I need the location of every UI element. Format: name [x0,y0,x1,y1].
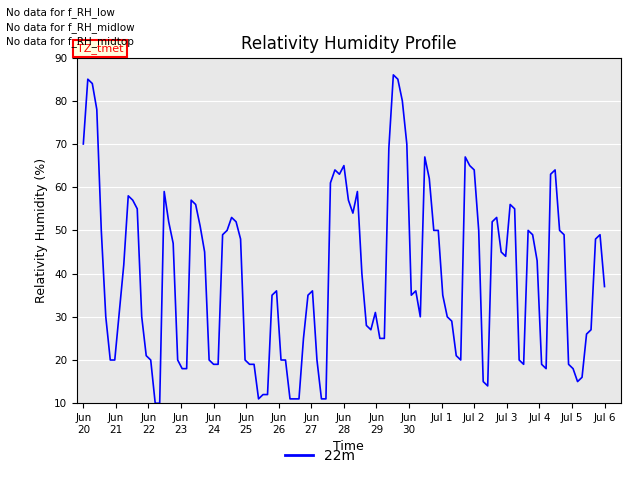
Legend: 22m: 22m [280,443,360,468]
Text: No data for f_RH_low: No data for f_RH_low [6,7,115,18]
Y-axis label: Relativity Humidity (%): Relativity Humidity (%) [35,158,49,303]
Text: No data for f_RH_midtop: No data for f_RH_midtop [6,36,134,47]
Title: Relativity Humidity Profile: Relativity Humidity Profile [241,35,456,53]
Text: TZ_tmet: TZ_tmet [77,43,124,54]
Text: No data for f_RH_midlow: No data for f_RH_midlow [6,22,135,33]
X-axis label: Time: Time [333,440,364,453]
